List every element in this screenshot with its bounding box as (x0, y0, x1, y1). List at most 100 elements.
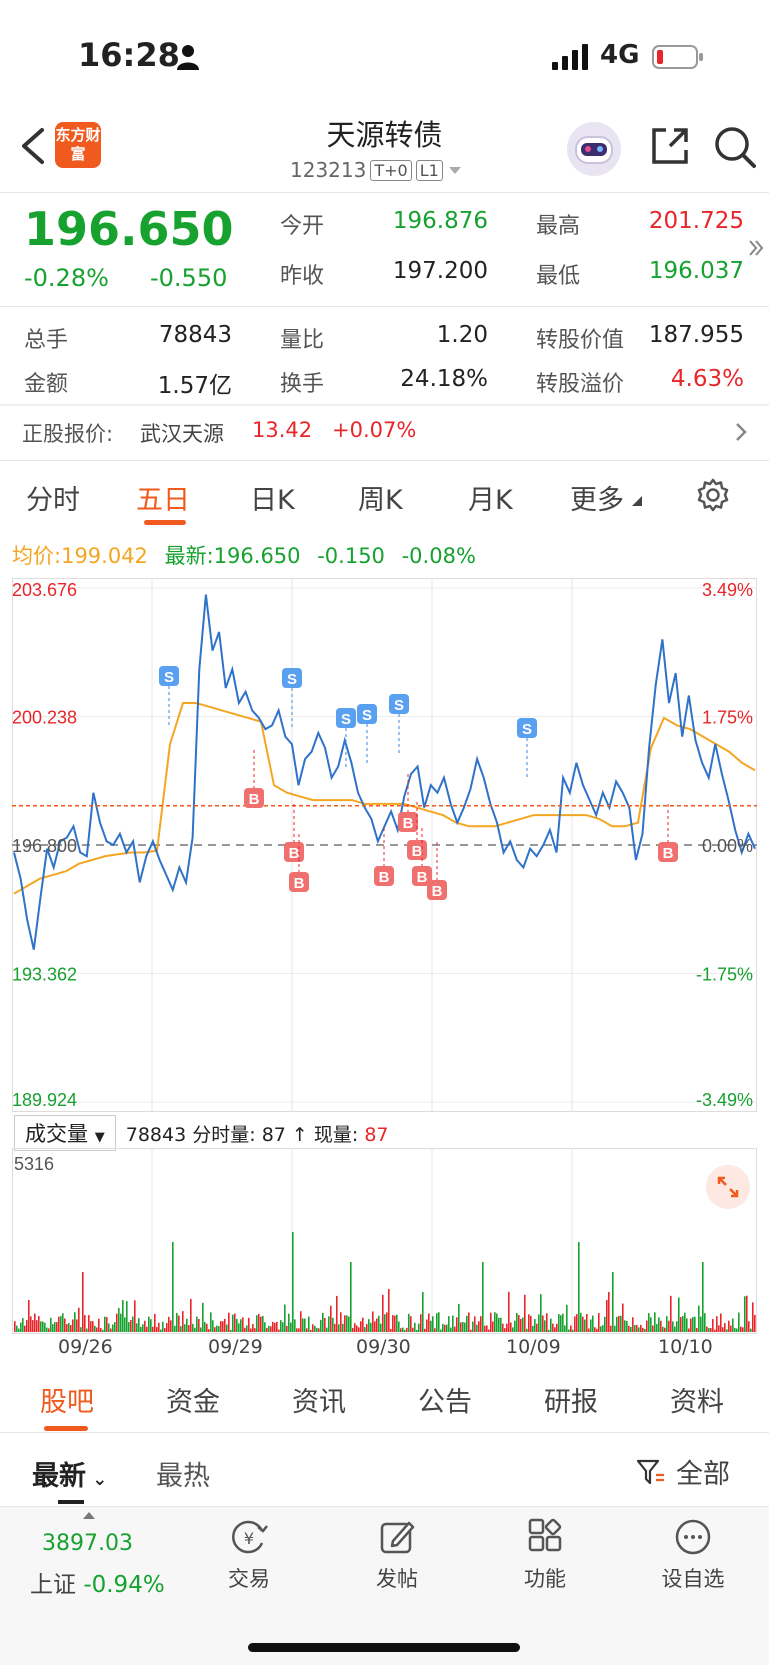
volume-bar (76, 1319, 78, 1332)
post-filter-row: 最新 ⌄ 最热 全部 (0, 1438, 769, 1506)
volume-bar (108, 1323, 110, 1332)
volume-bar (720, 1313, 722, 1332)
back-arrow-icon[interactable] (16, 126, 50, 166)
volume-bar (468, 1312, 470, 1332)
person-icon (177, 45, 199, 70)
scope-filter-button[interactable]: 全部 (636, 1452, 730, 1491)
expand-right-icon[interactable] (748, 238, 764, 258)
volume-bar (130, 1320, 132, 1332)
volume-bar (586, 1313, 588, 1332)
volume-bar (686, 1318, 688, 1332)
stock-header: 东方财富 天源转债 123213 T+0 L1 (0, 110, 769, 192)
volume-bar (558, 1314, 560, 1332)
volume-bar (320, 1319, 322, 1332)
svg-text:S: S (362, 707, 372, 724)
volume-bar (160, 1329, 162, 1332)
gear-icon[interactable] (696, 478, 730, 512)
stat-label: 昨收 (280, 264, 325, 289)
volume-bar (82, 1272, 84, 1332)
tab-profile[interactable]: 资料 (670, 1387, 724, 1418)
up-arrow-icon: ↑ (291, 1124, 308, 1146)
nav-functions[interactable]: 功能 (500, 1517, 590, 1593)
underlying-stock-row[interactable]: 正股报价: 武汉天源 13.42 +0.07% (0, 405, 769, 459)
volume-bar (28, 1300, 30, 1332)
tab-news[interactable]: 资讯 (292, 1387, 346, 1418)
fullscreen-button[interactable] (706, 1165, 750, 1209)
nav-trade[interactable]: ¥ 交易 (204, 1517, 294, 1593)
date-label: 09/29 (208, 1336, 263, 1358)
volume-bar (740, 1326, 742, 1332)
security-code-row[interactable]: 123213 T+0 L1 (290, 158, 463, 182)
trade-icon: ¥ (232, 1520, 268, 1554)
tab-more[interactable]: 更多 (570, 485, 624, 516)
volume-bar (706, 1326, 708, 1332)
nav-watchlist[interactable]: 设自选 (648, 1517, 738, 1593)
volume-bar (742, 1327, 744, 1332)
status-bar: 16:28 4G (0, 0, 769, 110)
volume-bar (170, 1320, 172, 1332)
ai-robot-icon[interactable] (565, 120, 623, 178)
volume-bar (744, 1296, 746, 1332)
volume-bar (604, 1316, 606, 1332)
volume-bar (414, 1322, 416, 1332)
volume-indicator-select[interactable]: 成交量 ▼ (14, 1115, 116, 1151)
volume-bar (86, 1328, 88, 1332)
volume-bar (48, 1328, 50, 1332)
volume-bar (434, 1328, 436, 1332)
volume-bar (442, 1323, 444, 1332)
tab-monthly-k[interactable]: 月K (468, 485, 513, 516)
volume-bar (298, 1328, 300, 1332)
volume-bar (562, 1313, 564, 1332)
tab-weekly-k[interactable]: 周K (358, 485, 403, 516)
volume-bar (268, 1325, 270, 1332)
grid-icon (528, 1518, 562, 1552)
stat-label: 转股溢价 (536, 372, 625, 397)
volume-bar (14, 1321, 16, 1332)
corner-caret-icon (632, 496, 642, 506)
sort-hot-button[interactable]: 最热 (156, 1461, 210, 1492)
volume-bar (500, 1317, 502, 1332)
volume-chart[interactable]: 5316 (12, 1148, 757, 1334)
tab-funds[interactable]: 资金 (166, 1387, 220, 1418)
stat-value: 24.18% (400, 366, 488, 392)
more-dots-icon (675, 1519, 711, 1555)
buy-marker: B (398, 774, 418, 832)
volume-bar (250, 1328, 252, 1332)
volume-bar (532, 1325, 534, 1332)
volume-bar (84, 1315, 86, 1332)
volume-bar (22, 1318, 24, 1332)
volume-bar (540, 1294, 542, 1332)
sell-marker: S (336, 708, 356, 768)
volume-bar (408, 1313, 410, 1332)
tab-forum[interactable]: 股吧 (40, 1387, 94, 1418)
buy-marker: B (412, 828, 432, 886)
volume-bar (486, 1325, 488, 1332)
y-tick-right: -1.75% (696, 965, 753, 985)
sort-latest-button[interactable]: 最新 ⌄ (32, 1454, 107, 1493)
volume-bar (88, 1315, 90, 1332)
volume-bar (536, 1323, 538, 1332)
volume-bar (50, 1317, 52, 1332)
tab-announcements[interactable]: 公告 (418, 1387, 472, 1418)
compose-icon (380, 1521, 415, 1554)
share-icon[interactable] (648, 124, 692, 168)
volume-bar (628, 1325, 630, 1332)
search-icon[interactable] (712, 124, 758, 170)
volume-bar (174, 1325, 176, 1332)
volume-bar (368, 1319, 370, 1332)
buy-marker: B (658, 804, 678, 862)
volume-bar (120, 1313, 122, 1332)
tab-five-day[interactable]: 五日 (136, 485, 190, 516)
volume-bar (698, 1305, 700, 1332)
tab-intraday[interactable]: 分时 (26, 485, 80, 516)
nav-post[interactable]: 发帖 (352, 1517, 442, 1593)
volume-bar (458, 1303, 460, 1332)
tab-daily-k[interactable]: 日K (250, 485, 295, 516)
stat-label: 今开 (280, 214, 325, 239)
legend-change: -0.150 (317, 544, 385, 568)
volume-bar (46, 1327, 48, 1332)
tab-research[interactable]: 研报 (544, 1387, 598, 1418)
volume-bar (372, 1311, 374, 1332)
volume-bar (16, 1325, 18, 1332)
